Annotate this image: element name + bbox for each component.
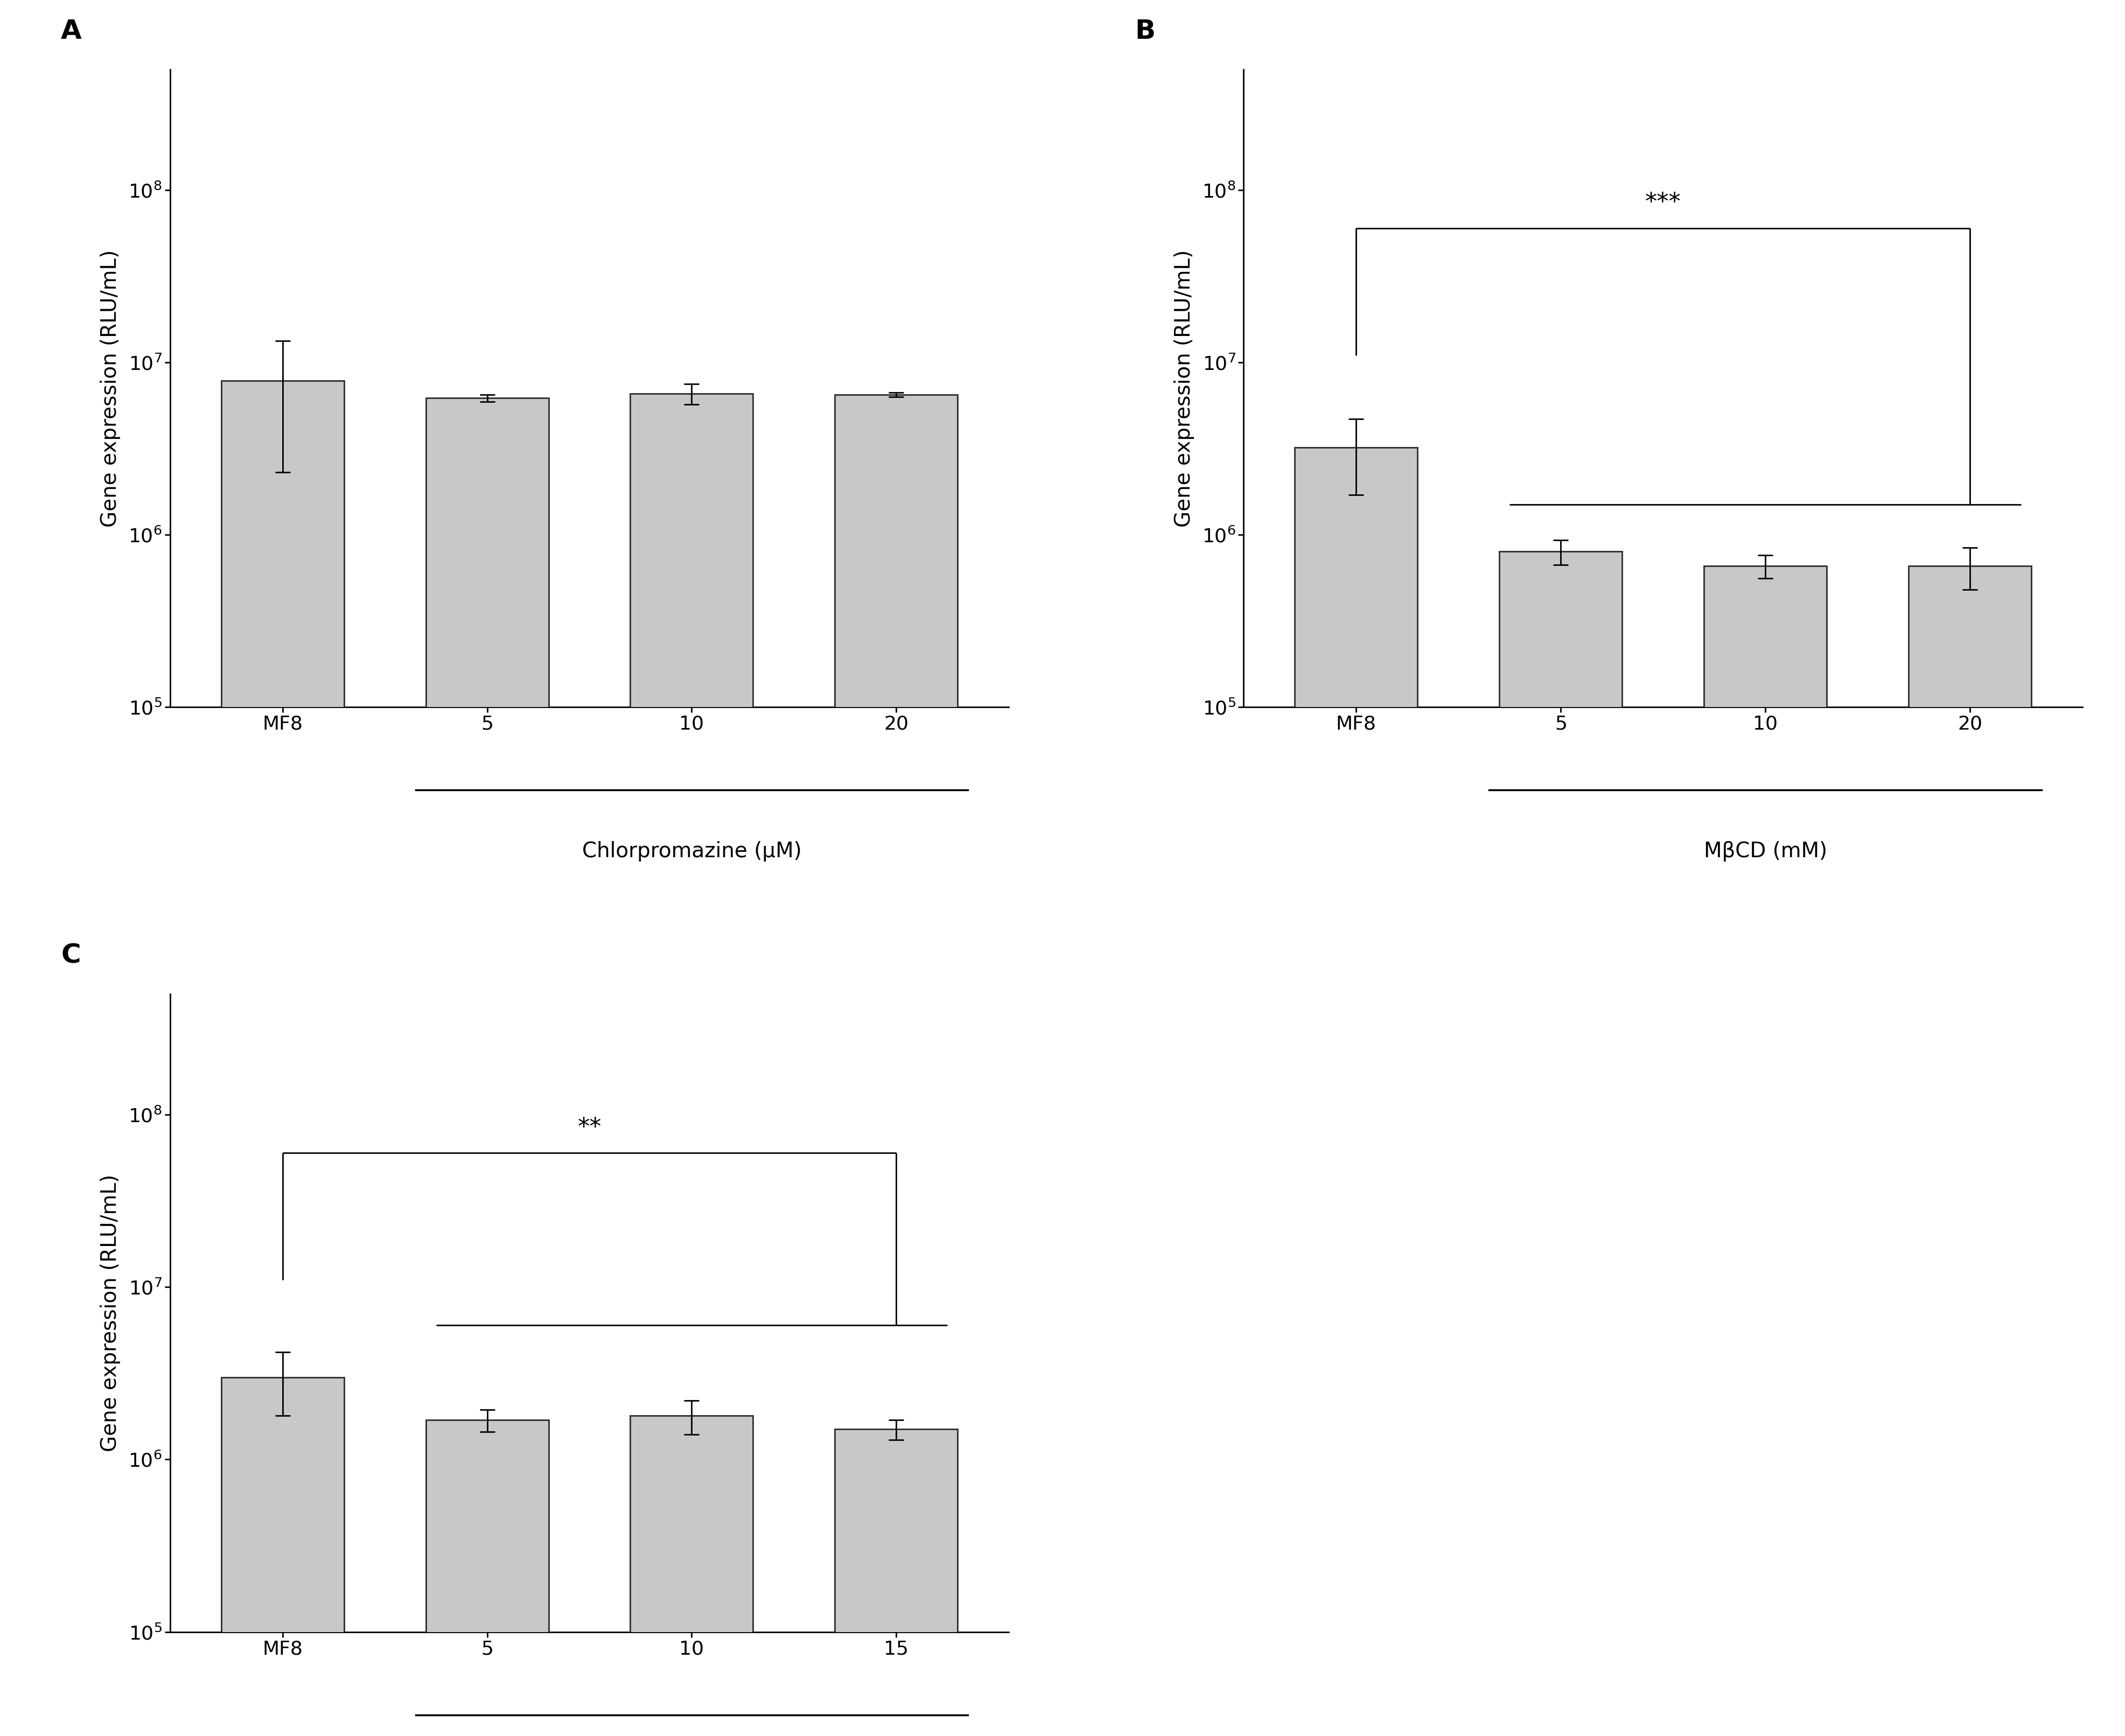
- Text: A: A: [62, 17, 83, 43]
- Bar: [221, 1377, 344, 1736]
- Bar: [631, 1415, 752, 1736]
- Bar: [425, 1420, 548, 1736]
- Bar: [1294, 448, 1417, 1736]
- Y-axis label: Gene expression (RLU/mL): Gene expression (RLU/mL): [1173, 250, 1194, 528]
- Y-axis label: Gene expression (RLU/mL): Gene expression (RLU/mL): [100, 1174, 121, 1451]
- Bar: [631, 394, 752, 1736]
- Text: B: B: [1135, 17, 1156, 43]
- Text: Chlorpromazine (μM): Chlorpromazine (μM): [582, 840, 801, 861]
- Y-axis label: Gene expression (RLU/mL): Gene expression (RLU/mL): [100, 250, 121, 528]
- Bar: [1704, 566, 1827, 1736]
- Bar: [835, 394, 958, 1736]
- Text: **: **: [578, 1116, 601, 1139]
- Bar: [835, 1429, 958, 1736]
- Text: MβCD (mM): MβCD (mM): [1704, 840, 1827, 861]
- Text: C: C: [62, 943, 81, 969]
- Text: ***: ***: [1645, 191, 1681, 215]
- Bar: [1908, 566, 2032, 1736]
- Bar: [1500, 552, 1621, 1736]
- Bar: [425, 398, 548, 1736]
- Bar: [221, 380, 344, 1736]
